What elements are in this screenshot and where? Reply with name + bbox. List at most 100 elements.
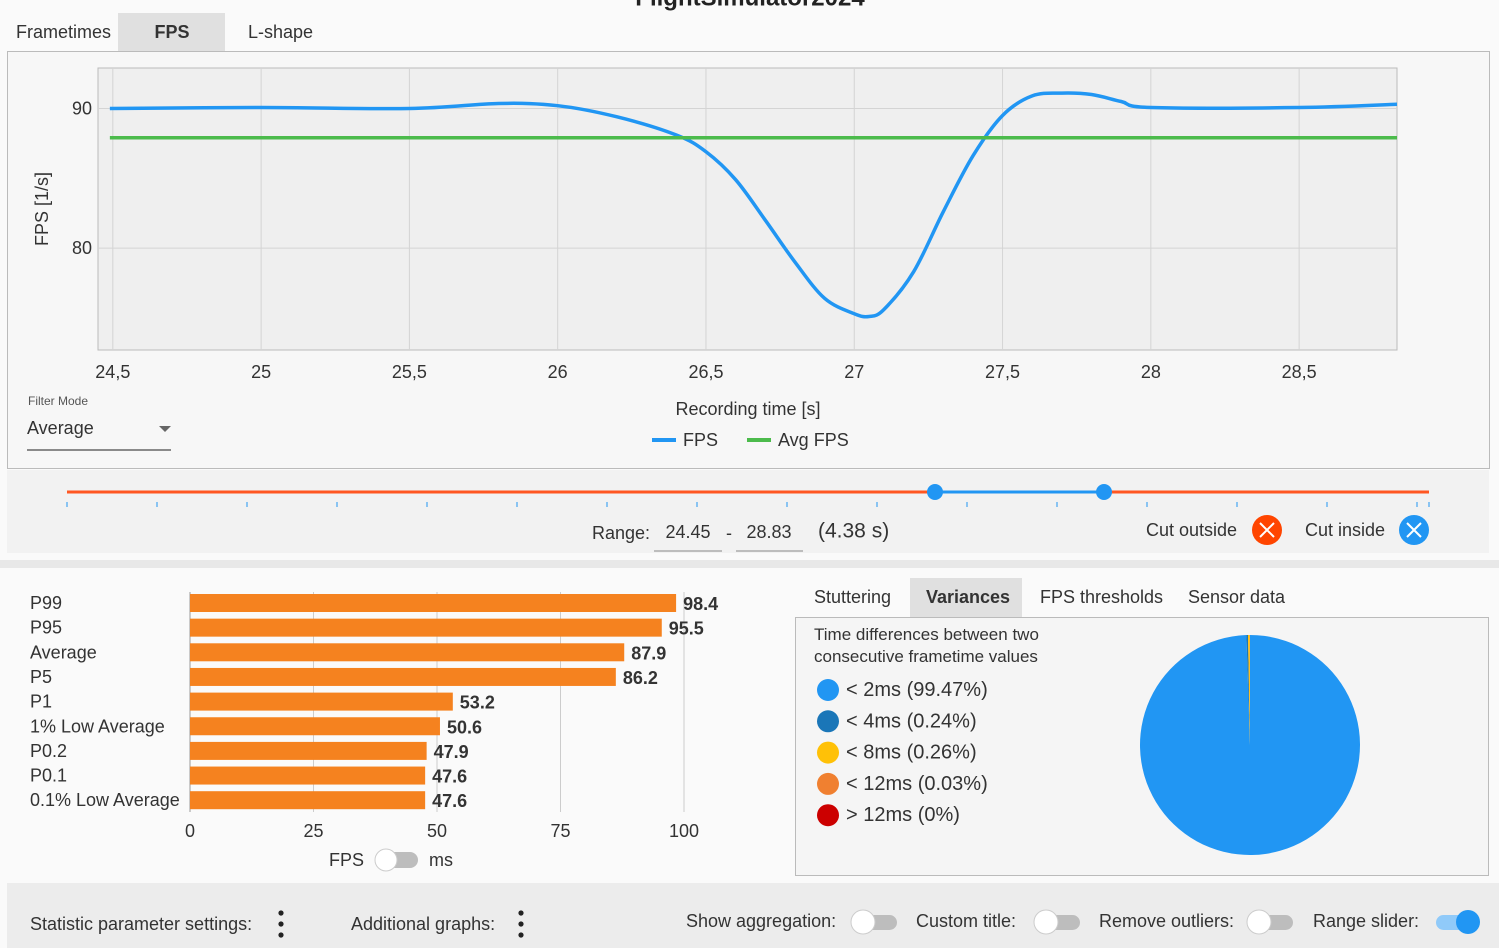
bar — [190, 741, 427, 760]
x-tick-label: 24,5 — [95, 362, 130, 382]
detail-tab[interactable]: FPS thresholds — [1040, 587, 1163, 607]
legend-label: < 12ms (0.03%) — [846, 773, 988, 795]
category-label: P99 — [30, 593, 62, 613]
legend-label: < 4ms (0.24%) — [846, 710, 977, 732]
category-label: P0.1 — [30, 766, 67, 786]
toggle-right-label: ms — [429, 850, 453, 870]
range-duration: (4.38 s) — [818, 520, 889, 543]
setting-label: Remove outliers: — [1099, 911, 1234, 931]
cut-outside-label: Cut outside — [1146, 520, 1237, 540]
range-separator: - — [726, 523, 732, 543]
slider-ticks — [66, 502, 1430, 507]
tab-active-bg — [118, 13, 225, 51]
pie-title-box: Time differences between two consecutive… — [814, 625, 1039, 666]
menu-icon[interactable] — [518, 910, 524, 938]
x-tick-label: 28 — [1141, 362, 1161, 382]
x-tick-label: 25 — [303, 821, 323, 841]
plot-area — [97, 67, 1398, 351]
toggle-knob[interactable] — [850, 909, 876, 935]
dropdown-arrow[interactable] — [159, 426, 171, 432]
x-axis-label: Recording time [s] — [675, 399, 820, 419]
setting-label: Range slider: — [1313, 911, 1419, 931]
separator — [0, 560, 1499, 568]
slider-handle[interactable] — [927, 484, 943, 500]
value-label: 50.6 — [447, 717, 482, 737]
bar-chart: 0 25 50 75 100 P99 98.4 P95 95.5 Average 87.9 P5 86.… — [30, 592, 718, 841]
legend-swatch — [817, 679, 839, 701]
category-label: P95 — [30, 618, 62, 638]
pie-slice — [1247, 635, 1250, 745]
legend-label: < 8ms (0.26%) — [846, 742, 977, 764]
y-tick-label: 90 — [72, 98, 92, 118]
value-label: 87.9 — [631, 643, 666, 663]
cut-inside-button[interactable] — [1399, 515, 1429, 545]
x-tick-label: 26,5 — [688, 362, 723, 382]
tab[interactable]: Frametimes — [16, 22, 111, 42]
x-tick-label: 25 — [251, 362, 271, 382]
menu-icon[interactable] — [278, 910, 284, 938]
pie-slice — [1140, 635, 1361, 855]
detail-tab[interactable]: Sensor data — [1188, 587, 1286, 607]
scissors-icon — [1259, 522, 1275, 538]
slider-panel — [7, 470, 1489, 553]
legend-swatch — [817, 804, 839, 827]
scissors-icon — [1406, 522, 1422, 538]
pie-slice — [1246, 635, 1250, 745]
detail-tab[interactable]: Variances — [926, 587, 1010, 607]
toggle-knob[interactable] — [1033, 909, 1059, 935]
tab[interactable]: L-shape — [248, 22, 313, 42]
value-label: 47.6 — [432, 767, 467, 787]
detail-tab[interactable]: Stuttering — [814, 587, 891, 607]
y-tick-label: 80 — [72, 238, 92, 258]
value-label: 95.5 — [669, 619, 704, 639]
legend-swatch — [817, 772, 839, 795]
line-chart: 24,5 25 25,5 26 26,5 27 27,5 28 28,5 80 90 FPS [1/s… — [32, 67, 1398, 450]
x-tick-label: 26 — [548, 362, 568, 382]
tab-active-bg — [910, 578, 1022, 617]
x-tick-label: 27,5 — [985, 362, 1020, 382]
y-axis-label: FPS [1/s] — [32, 172, 52, 246]
cut-inside-label: Cut inside — [1305, 520, 1385, 540]
category-label: 0.1% Low Average — [30, 790, 180, 810]
pie-title: Time differences between two consecutive… — [814, 625, 1039, 666]
x-tick-label: 28,5 — [1282, 362, 1317, 382]
toggle-knob[interactable] — [374, 848, 398, 872]
setting-label: Additional graphs: — [351, 914, 495, 934]
category-label: P1 — [30, 692, 52, 712]
toggle-knob[interactable] — [1456, 910, 1480, 934]
legend-swatch — [817, 741, 839, 764]
bar — [190, 717, 440, 736]
category-label: 1% Low Average — [30, 716, 165, 736]
value-label: 98.4 — [683, 594, 718, 614]
filter-mode-value[interactable]: Average — [27, 418, 94, 438]
legend-label: FPS — [683, 430, 718, 450]
series-line — [109, 91, 1398, 319]
category-label: Average — [30, 642, 97, 662]
slider-handle[interactable] — [1096, 484, 1112, 500]
legend-label: > 12ms (0%) — [846, 804, 960, 826]
x-tick-label: 25,5 — [392, 362, 427, 382]
tab[interactable]: FPS — [154, 22, 189, 42]
bar — [190, 667, 616, 686]
filter-mode-label: Filter Mode — [28, 394, 88, 408]
x-tick-label: 50 — [427, 821, 447, 841]
range-end[interactable]: 28.83 — [746, 522, 791, 542]
x-tick-label: 0 — [185, 821, 195, 841]
setting-label: Show aggregation: — [686, 911, 836, 931]
pie-chart: Time differences between two consecutive… — [814, 625, 1361, 855]
category-label: P0.2 — [30, 741, 67, 761]
toggle-left-label: FPS — [329, 850, 364, 870]
toggle-knob[interactable] — [1246, 909, 1272, 935]
x-tick-label: 100 — [669, 821, 699, 841]
legend-label: Avg FPS — [778, 430, 849, 450]
cut-outside-button[interactable] — [1252, 515, 1282, 545]
legend-swatch — [817, 710, 839, 733]
range-label: Range: — [592, 523, 650, 543]
bar — [190, 643, 625, 662]
setting-label: Custom title: — [916, 911, 1016, 931]
range-start[interactable]: 24.45 — [665, 522, 710, 542]
value-label: 47.9 — [434, 742, 469, 762]
setting-label: Statistic parameter settings: — [30, 914, 252, 934]
